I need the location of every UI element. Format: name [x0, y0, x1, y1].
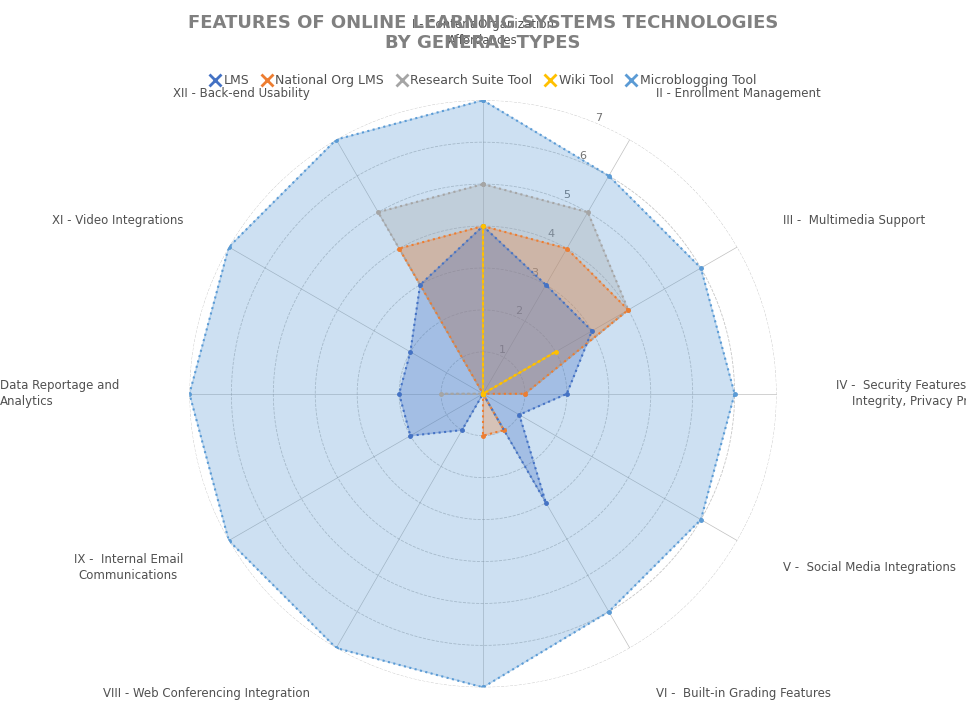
- Polygon shape: [399, 226, 592, 503]
- Polygon shape: [378, 184, 628, 430]
- Polygon shape: [189, 100, 734, 687]
- Text: III -  Multimedia Support: III - Multimedia Support: [783, 214, 925, 227]
- Text: I - Content Organization
Affordances: I - Content Organization Affordances: [412, 19, 554, 47]
- Text: X - Built-in Data Reportage and
Analytics: X - Built-in Data Reportage and Analytic…: [0, 379, 119, 408]
- Legend: LMS, National Org LMS, Research Suite Tool, Wiki Tool, Microblogging Tool: LMS, National Org LMS, Research Suite To…: [205, 69, 761, 92]
- Text: IX -  Internal Email
Communications: IX - Internal Email Communications: [73, 553, 183, 581]
- Text: VIII - Web Conferencing Integration: VIII - Web Conferencing Integration: [102, 687, 310, 700]
- Text: IV -  Security Features (Information
Integrity, Privacy Protections): IV - Security Features (Information Inte…: [837, 379, 966, 408]
- Text: XI - Video Integrations: XI - Video Integrations: [51, 214, 183, 227]
- Text: FEATURES OF ONLINE LEARNING SYSTEMS TECHNOLOGIES: FEATURES OF ONLINE LEARNING SYSTEMS TECH…: [187, 14, 779, 32]
- Text: II - Enrollment Management: II - Enrollment Management: [656, 87, 821, 100]
- Text: VI -  Built-in Grading Features: VI - Built-in Grading Features: [656, 687, 831, 700]
- Text: BY GENERAL TYPES: BY GENERAL TYPES: [385, 34, 581, 52]
- Polygon shape: [483, 226, 555, 394]
- Text: XII - Back-end Usability: XII - Back-end Usability: [173, 87, 310, 100]
- Text: V -  Social Media Integrations: V - Social Media Integrations: [783, 561, 956, 574]
- Polygon shape: [399, 226, 628, 436]
